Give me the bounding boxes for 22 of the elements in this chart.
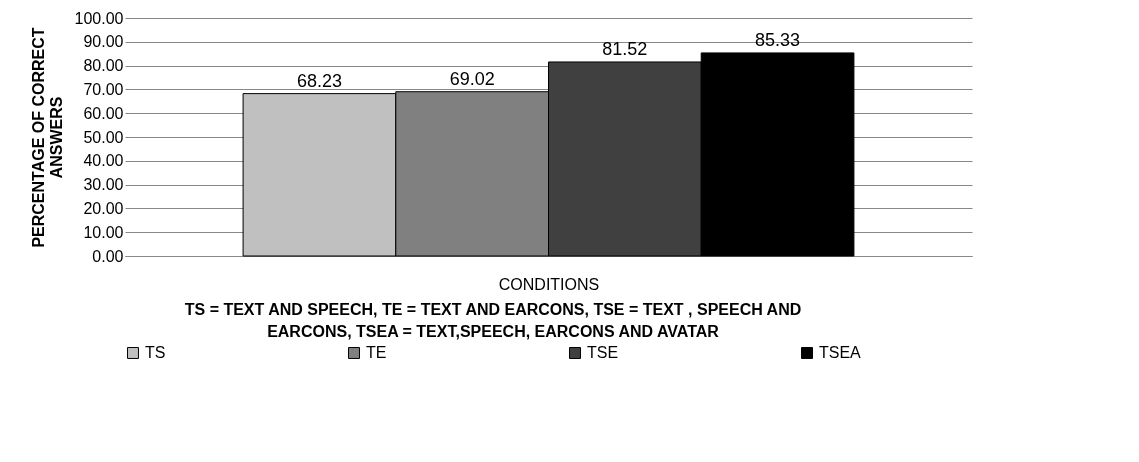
- data-label: 81.52: [602, 38, 648, 59]
- y-tick-label: 70.00: [83, 80, 124, 98]
- y-tick-label: 80.00: [83, 57, 124, 75]
- legend-title: TS = TEXT AND SPEECH, TE = TEXT AND EARCONS, TSE = TEXT , SPEECH AND EARCONS, TSEA = TEXT,SPEECH, EARCONS AND AVATAR: [184, 301, 802, 340]
- y-tick-label: 90.00: [83, 33, 124, 51]
- data-label: 69.02: [449, 68, 495, 89]
- y-axis-title: PERCENTAGE OF CORRECT ANSWERS: [29, 27, 65, 248]
- legend-label: TE: [366, 344, 387, 361]
- y-tick-label: 20.00: [83, 199, 124, 217]
- legend-label: TS: [145, 344, 166, 361]
- y-tick-label: 40.00: [83, 152, 124, 170]
- y-tick-label: 0.00: [92, 247, 124, 265]
- y-tick-label: 100.00: [74, 9, 124, 27]
- data-label: 68.23: [296, 70, 342, 91]
- y-tick-label: 50.00: [83, 128, 124, 146]
- x-axis-title: CONDITIONS: [498, 275, 600, 293]
- y-tick-label: 60.00: [83, 104, 124, 122]
- y-tick-label: 30.00: [83, 176, 124, 194]
- data-label: 85.33: [755, 29, 801, 50]
- y-tick-label: 10.00: [83, 223, 124, 241]
- legend-label: TSE: [587, 344, 619, 361]
- legend-label: TSEA: [819, 344, 862, 361]
